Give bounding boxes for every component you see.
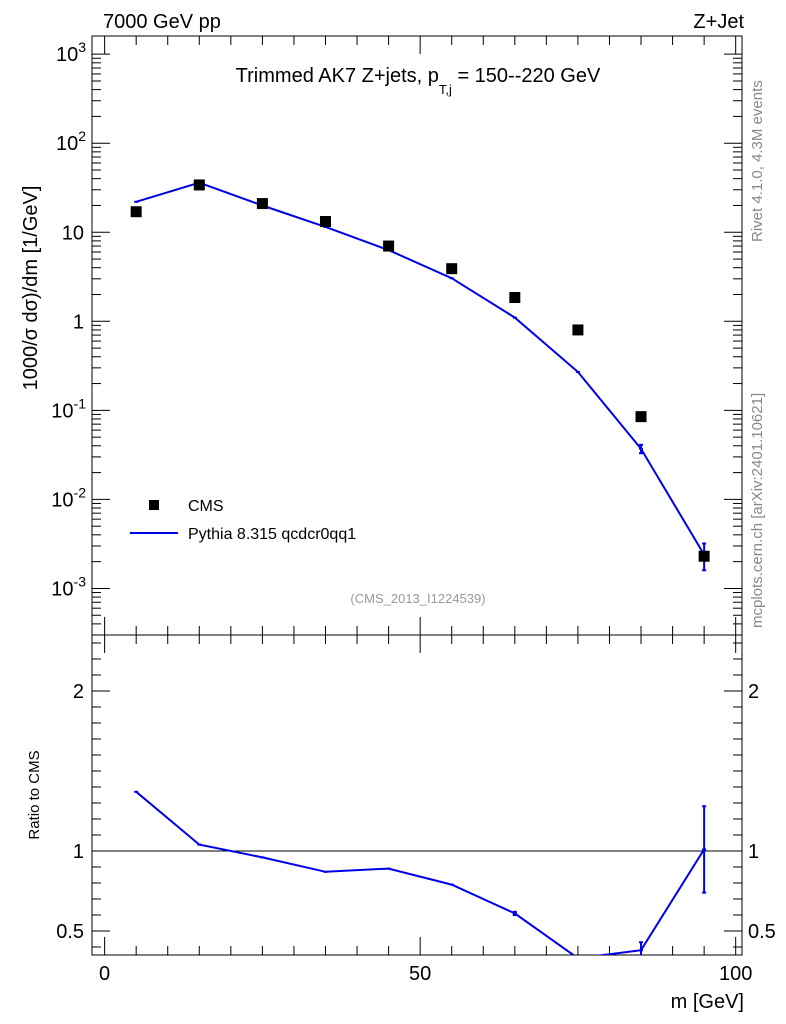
x-axis-label: m [GeV] [671,991,744,1013]
main-y-tick-label: 103 [56,39,86,66]
cms-data-point [130,206,142,218]
ratio-line [135,791,705,955]
ratio-y-tick-label-right: 0.5 [748,921,776,943]
ratio-axis-ticks: 0 50 100 0.5 0.5 1 1 2 2 [56,635,776,985]
main-panel-frame [91,35,743,636]
main-y-tick-label: 10 [62,222,84,244]
cms-data-point [256,198,268,210]
header-left-label: 7000 GeV pp [103,11,221,33]
cms-data-point [383,240,395,252]
header-right-label: Z+Jet [693,11,744,33]
cms-data-point [509,292,521,304]
main-y-tick-label: 1 [73,311,84,333]
cms-data-point [446,263,458,275]
analysis-watermark: (CMS_2013_I1224539) [350,591,485,606]
main-axis-ticks: 10-3 10-2 10-1 1 10 102 103 [51,36,742,636]
ratio-y-tick-label-right: 1 [748,841,759,863]
rivet-version-label: Rivet 4.1.0, 4.3M events [749,80,766,242]
legend-cms-marker [149,500,159,510]
legend-cms-label: CMS [188,498,224,515]
main-y-tick-label: 10-3 [51,573,86,600]
cms-data-point [698,550,710,562]
main-y-tick-label: 10-1 [51,395,86,422]
legend-pythia-label: Pythia 8.315 qcdcr0qq1 [188,526,356,543]
mcplots-label: mcplots.cern.ch [arXiv:2401.10621] [749,393,766,628]
cms-data-point [193,179,205,191]
ratio-panel-frame [91,634,743,956]
ratio-y-axis-label: Ratio to CMS [26,750,43,839]
ratio-y-tick-label: 2 [73,681,84,703]
x-tick-label: 50 [409,963,431,985]
main-y-axis-label: 1000/σ dσ)/dm [1/GeV] [20,186,42,391]
cms-data-point [572,324,584,336]
ratio-y-tick-label: 0.5 [56,921,84,943]
x-tick-label: 100 [719,963,752,985]
main-y-tick-label: 102 [56,128,86,155]
ratio-data-layer [92,790,742,955]
ratio-y-tick-label-right: 2 [748,681,759,703]
ratio-y-tick-label: 1 [73,841,84,863]
main-data-layer [130,179,710,572]
pythia-line [135,181,705,556]
x-tick-label: 0 [99,963,110,985]
main-y-tick-label: 10-2 [51,484,86,511]
cms-data-point [635,411,647,423]
cms-data-point [319,216,331,228]
main-chart-title: Trimmed AK7 Z+jets, pT,j = 150--220 GeV [236,65,601,97]
